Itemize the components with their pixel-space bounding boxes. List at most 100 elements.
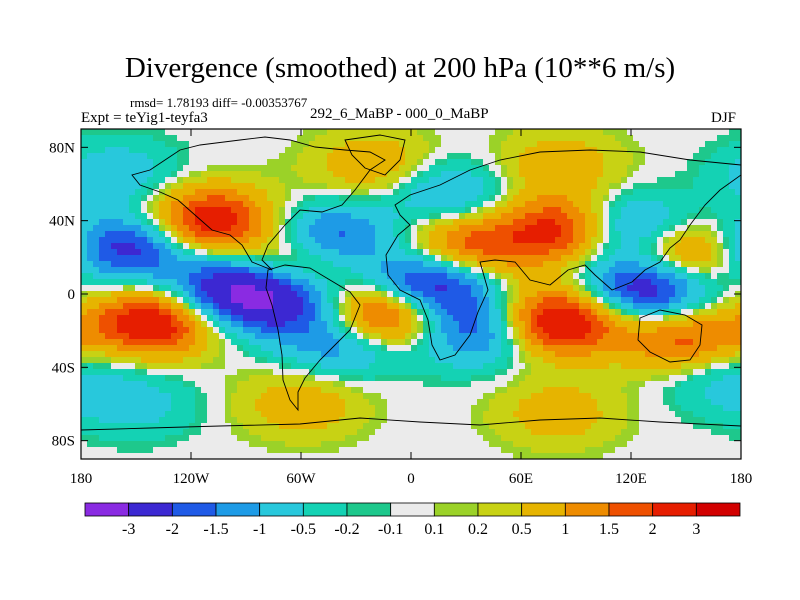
field-cell xyxy=(525,327,532,334)
field-cell xyxy=(435,129,442,136)
field-cell xyxy=(369,357,376,364)
field-cell xyxy=(225,327,232,334)
field-cell xyxy=(201,273,208,280)
field-cell xyxy=(615,351,622,358)
field-cell xyxy=(165,237,172,244)
field-cell xyxy=(423,291,430,298)
field-cell xyxy=(489,333,496,340)
field-cell xyxy=(717,297,724,304)
field-cell xyxy=(663,267,670,274)
field-cell xyxy=(267,285,274,292)
field-cell xyxy=(141,243,148,250)
field-cell xyxy=(723,357,730,364)
field-cell xyxy=(507,375,514,382)
field-cell xyxy=(291,171,298,178)
field-cell xyxy=(555,321,562,328)
field-cell xyxy=(567,285,574,292)
field-cell xyxy=(243,375,250,382)
field-cell xyxy=(333,201,340,208)
field-cell xyxy=(603,183,610,190)
field-cell xyxy=(435,171,442,178)
field-cell xyxy=(129,399,136,406)
field-cell xyxy=(669,261,676,268)
field-cell xyxy=(327,387,334,394)
field-cell xyxy=(189,399,196,406)
field-cell xyxy=(579,135,586,142)
field-cell xyxy=(375,357,382,364)
field-cell xyxy=(615,135,622,142)
field-cell xyxy=(123,363,130,370)
field-cell xyxy=(567,321,574,328)
field-cell xyxy=(219,195,226,202)
field-cell xyxy=(351,231,358,238)
field-cell xyxy=(447,201,454,208)
field-cell xyxy=(261,219,268,226)
field-cell xyxy=(309,291,316,298)
field-cell xyxy=(369,183,376,190)
field-cell xyxy=(105,297,112,304)
field-cell xyxy=(657,345,664,352)
field-cell xyxy=(285,339,292,346)
field-cell xyxy=(345,255,352,262)
field-cell xyxy=(81,243,88,250)
field-cell xyxy=(225,351,232,358)
field-cell xyxy=(687,393,694,400)
field-cell xyxy=(627,345,634,352)
field-cell xyxy=(447,171,454,178)
field-cell xyxy=(285,261,292,268)
field-cell xyxy=(411,171,418,178)
field-cell xyxy=(735,351,741,358)
field-cell xyxy=(267,141,274,148)
field-cell xyxy=(321,249,328,256)
field-cell xyxy=(621,201,628,208)
field-cell xyxy=(699,153,706,160)
field-cell xyxy=(147,129,154,136)
field-cell xyxy=(273,393,280,400)
field-cell xyxy=(381,195,388,202)
field-cell xyxy=(507,129,514,136)
field-cell xyxy=(483,201,490,208)
field-cell xyxy=(357,291,364,298)
field-cell xyxy=(207,297,214,304)
field-cell xyxy=(291,363,298,370)
field-cell xyxy=(99,327,106,334)
period-label: 292_6_MaBP - 000_0_MaBP xyxy=(310,106,489,122)
field-cell xyxy=(207,171,214,178)
field-cell xyxy=(627,129,634,136)
field-cell xyxy=(663,393,670,400)
field-cell xyxy=(561,291,568,298)
field-cell xyxy=(729,231,736,238)
field-cell xyxy=(705,381,712,388)
field-cell xyxy=(693,339,700,346)
field-cell xyxy=(375,393,382,400)
field-cell xyxy=(195,273,202,280)
field-cell xyxy=(243,177,250,184)
field-cell xyxy=(417,321,424,328)
field-cell xyxy=(321,375,328,382)
field-cell xyxy=(417,327,424,334)
field-cell xyxy=(93,195,100,202)
field-cell xyxy=(711,183,718,190)
field-cell xyxy=(411,201,418,208)
field-cell xyxy=(243,279,250,286)
field-cell xyxy=(495,345,502,352)
field-cell xyxy=(591,207,598,214)
field-cell xyxy=(381,321,388,328)
field-cell xyxy=(669,303,676,310)
field-cell xyxy=(201,267,208,274)
field-cell xyxy=(309,333,316,340)
field-cell xyxy=(543,333,550,340)
field-cell xyxy=(381,219,388,226)
field-cell xyxy=(255,249,262,256)
field-cell xyxy=(111,339,118,346)
field-cell xyxy=(363,309,370,316)
field-cell xyxy=(303,363,310,370)
field-cell xyxy=(585,189,592,196)
field-cell xyxy=(675,189,682,196)
field-cell xyxy=(213,399,220,406)
field-cell xyxy=(639,387,646,394)
field-cell xyxy=(279,135,286,142)
field-cell xyxy=(183,321,190,328)
field-cell xyxy=(237,285,244,292)
field-cell xyxy=(123,279,130,286)
